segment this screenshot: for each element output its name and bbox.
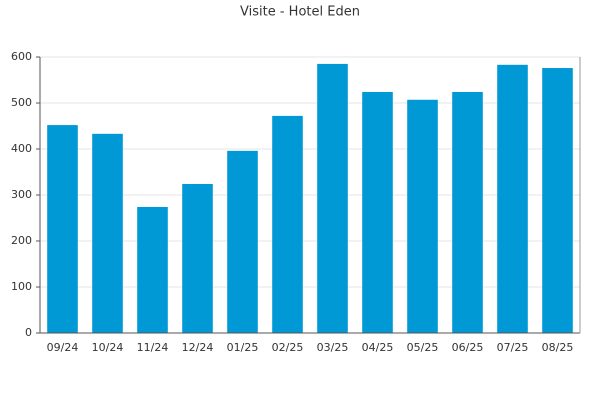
x-tick-label: 08/25 — [542, 341, 574, 354]
bar — [137, 206, 168, 333]
y-tick-label: 200 — [11, 234, 32, 247]
bar — [92, 133, 123, 333]
x-tick-label: 09/24 — [47, 341, 79, 354]
bar — [452, 91, 483, 334]
y-tick-label: 300 — [11, 188, 32, 201]
x-tick-label: 04/25 — [362, 341, 394, 354]
x-tick-label: 05/25 — [407, 341, 439, 354]
x-tick-label: 02/25 — [272, 341, 304, 354]
y-tick-label: 600 — [11, 50, 32, 63]
bar — [272, 115, 303, 333]
x-tick-label: 03/25 — [317, 341, 349, 354]
bar — [497, 64, 528, 333]
bar — [182, 183, 213, 333]
x-tick-label: 10/24 — [92, 341, 124, 354]
bar — [362, 91, 393, 334]
x-tick-label: 12/24 — [182, 341, 214, 354]
x-tick-label: 07/25 — [497, 341, 529, 354]
bar — [407, 99, 438, 333]
bar — [542, 68, 573, 333]
y-tick-label: 100 — [11, 280, 32, 293]
y-tick-label: 0 — [25, 326, 32, 339]
bar — [227, 150, 258, 333]
chart-title: Visite - Hotel Eden — [240, 5, 360, 20]
bar — [47, 125, 78, 333]
y-tick-label: 500 — [11, 96, 32, 109]
bar — [317, 63, 348, 334]
x-tick-label: 01/25 — [227, 341, 259, 354]
x-tick-label: 06/25 — [452, 341, 484, 354]
y-tick-label: 400 — [11, 142, 32, 155]
x-tick-label: 11/24 — [137, 341, 169, 354]
